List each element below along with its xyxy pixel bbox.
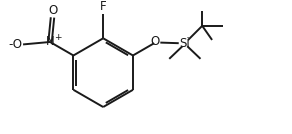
Text: F: F xyxy=(100,0,107,13)
Text: N: N xyxy=(46,36,54,49)
Text: Si: Si xyxy=(180,37,190,50)
Text: O: O xyxy=(151,36,160,49)
Text: -O: -O xyxy=(8,38,22,51)
Text: O: O xyxy=(48,4,57,17)
Text: +: + xyxy=(54,33,61,42)
